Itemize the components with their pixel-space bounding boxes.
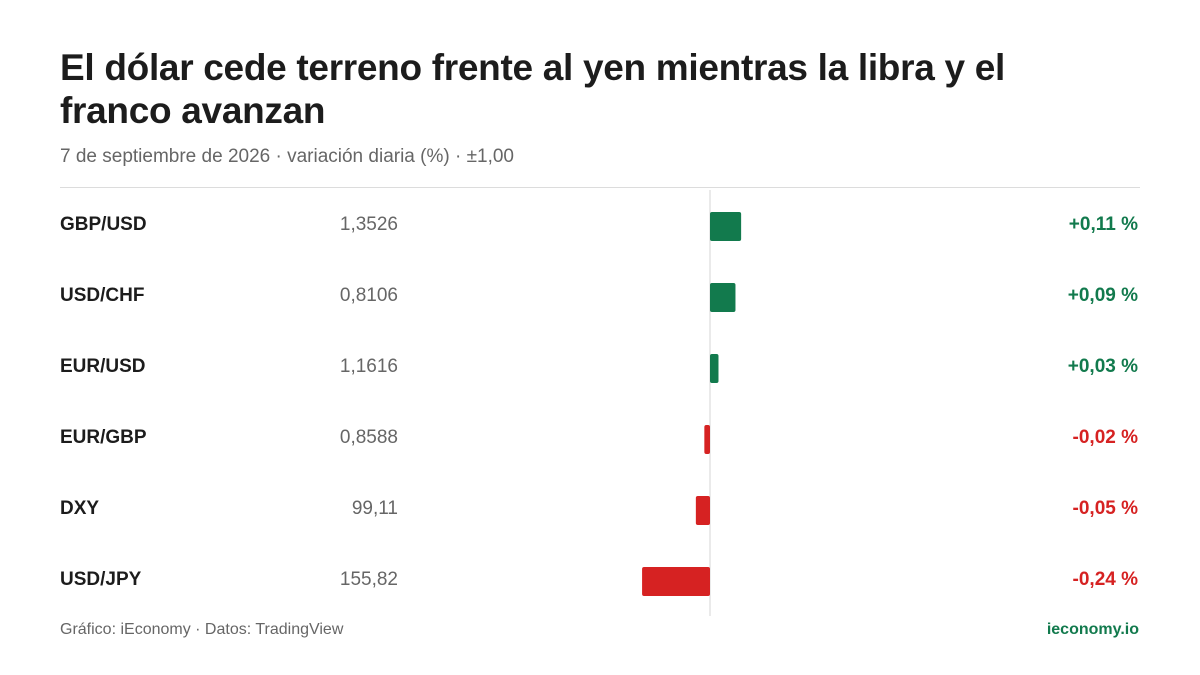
footer-source: Gráfico: iEconomy · Datos: TradingView <box>60 621 344 638</box>
price-value: 155,82 <box>339 569 398 590</box>
price-value: 0,8106 <box>339 285 398 306</box>
price-value: 0,8588 <box>339 427 398 448</box>
header-divider <box>60 187 1140 188</box>
bar-dxy <box>695 496 710 525</box>
pair-label: USD/JPY <box>60 569 142 590</box>
chart-title: El dólar cede terreno frente al yen mien… <box>60 47 1005 131</box>
pair-label: DXY <box>60 498 100 519</box>
rows-container: GBP/USD 1,3526 +0,11 % USD/CHF 0,8106 +0,09 %… <box>60 190 1140 616</box>
change-label: +0,03 % <box>1067 356 1138 377</box>
bar-usd-jpy <box>642 567 710 596</box>
bar-chart <box>642 190 742 616</box>
footer-brand[interactable]: ieconomy.io <box>1046 621 1139 638</box>
change-label: -0,02 % <box>1072 427 1138 448</box>
pair-label: GBP/USD <box>60 214 147 235</box>
table-row: EUR/GBP 0,8588 -0,02 % <box>60 403 1140 474</box>
change-label: +0,09 % <box>1067 285 1138 306</box>
table-row: EUR/USD 1,1616 +0,03 % <box>60 332 1140 403</box>
price-value: 99,11 <box>351 498 398 519</box>
bar-gbp-usd <box>710 212 742 241</box>
chart-subtitle: 7 de septiembre de 2026 · variación diar… <box>60 146 514 167</box>
pair-label: EUR/USD <box>60 356 146 377</box>
table-row: GBP/USD 1,3526 +0,11 % <box>60 190 1140 261</box>
table-row: USD/JPY 155,82 -0,24 % <box>60 545 1140 616</box>
price-value: 1,3526 <box>339 214 398 235</box>
bar-eur-gbp <box>704 425 710 454</box>
table-row: USD/CHF 0,8106 +0,09 % <box>60 261 1140 332</box>
price-value: 1,1616 <box>339 356 398 377</box>
bar-eur-usd <box>710 354 719 383</box>
table-row: DXY 99,11 -0,05 % <box>60 474 1140 545</box>
pair-label: USD/CHF <box>60 285 145 306</box>
change-label: -0,05 % <box>1072 498 1138 519</box>
bar-usd-chf <box>710 283 736 312</box>
change-label: +0,11 % <box>1068 214 1138 235</box>
change-label: -0,24 % <box>1072 569 1138 590</box>
pair-label: EUR/GBP <box>60 427 147 448</box>
